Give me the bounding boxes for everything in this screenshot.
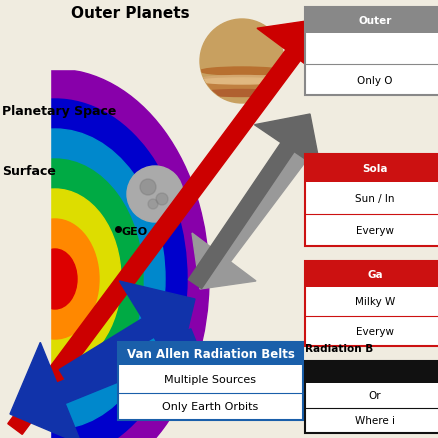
Ellipse shape (200, 68, 283, 76)
Ellipse shape (0, 190, 121, 369)
Bar (0, 0, 438, 70)
Text: Only Earth Orbits: Only Earth Orbits (162, 402, 258, 411)
Ellipse shape (200, 82, 283, 91)
Bar (304, 261, 438, 287)
Text: Milky W: Milky W (354, 297, 394, 307)
Bar (118, 342, 302, 420)
Text: Sola: Sola (361, 163, 387, 173)
Ellipse shape (11, 219, 99, 339)
Text: Only O: Only O (357, 75, 392, 85)
Text: Or: Or (368, 390, 381, 400)
Text: Radiation B: Radiation B (304, 343, 372, 353)
Bar (304, 8, 438, 96)
Polygon shape (59, 281, 194, 389)
Circle shape (127, 166, 183, 223)
Ellipse shape (0, 70, 208, 438)
Bar (118, 342, 302, 366)
Text: Planetary Space: Planetary Space (2, 105, 116, 118)
Text: Outer Planets: Outer Planets (71, 6, 189, 21)
Ellipse shape (200, 79, 283, 85)
Text: Sun / In: Sun / In (354, 193, 394, 203)
Ellipse shape (200, 90, 283, 97)
Bar (0, 0, 50, 438)
Polygon shape (8, 20, 328, 434)
Ellipse shape (200, 76, 283, 83)
Text: Everyw: Everyw (355, 226, 393, 235)
Circle shape (148, 200, 158, 209)
Text: Where i: Where i (354, 416, 394, 425)
Bar (304, 361, 438, 383)
Polygon shape (188, 115, 320, 289)
Text: Ga: Ga (366, 269, 382, 279)
Circle shape (140, 180, 155, 195)
Text: Surface: Surface (2, 165, 56, 177)
Circle shape (200, 20, 283, 104)
Ellipse shape (0, 100, 187, 438)
Text: Van Allen Radiation Belts: Van Allen Radiation Belts (126, 347, 294, 360)
Bar (304, 155, 438, 247)
Polygon shape (10, 329, 199, 438)
Bar (304, 361, 438, 433)
Bar (304, 261, 438, 346)
Ellipse shape (33, 249, 77, 309)
Polygon shape (191, 145, 311, 290)
Text: Multiple Sources: Multiple Sources (164, 374, 256, 384)
Bar (304, 8, 438, 34)
Ellipse shape (0, 159, 143, 399)
Text: Outer: Outer (357, 16, 391, 26)
Bar (304, 155, 438, 182)
Text: GEO: GEO (122, 226, 148, 237)
Ellipse shape (0, 130, 165, 429)
Text: Everyw: Everyw (355, 326, 393, 336)
Circle shape (155, 194, 168, 205)
